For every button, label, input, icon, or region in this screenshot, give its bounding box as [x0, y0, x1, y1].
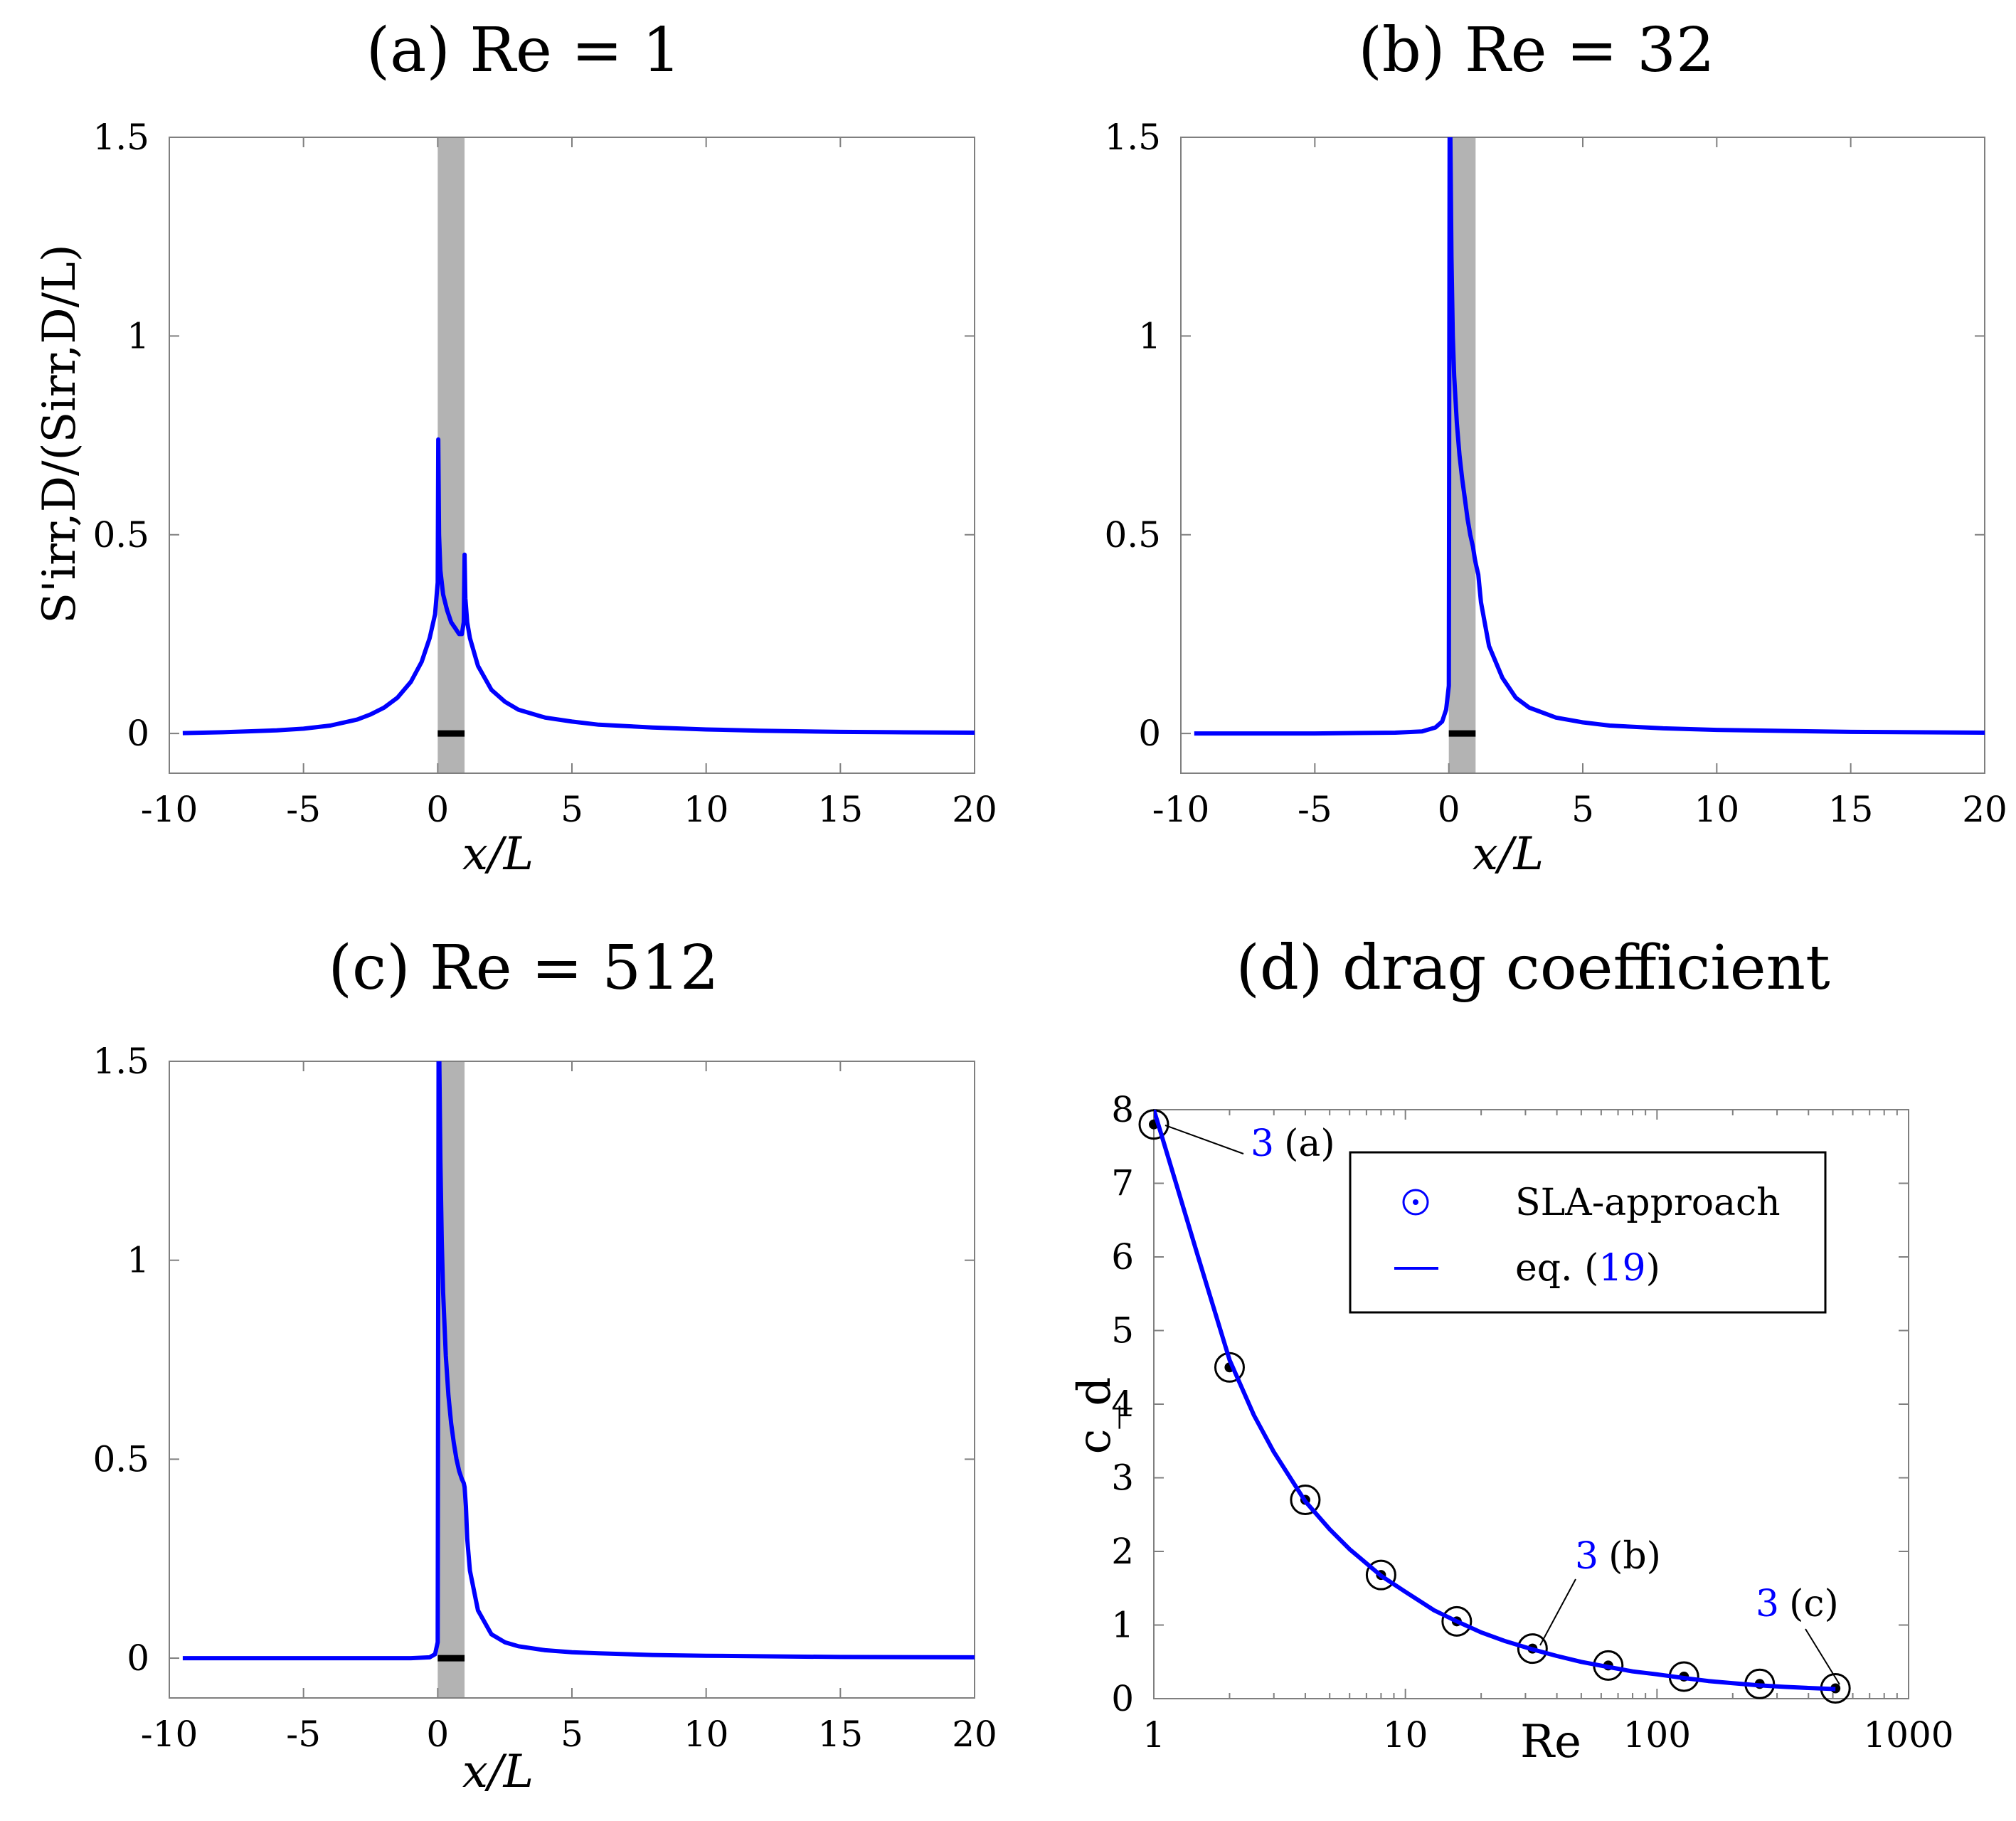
- panel-a-xtick-label-0: -10: [141, 789, 198, 830]
- annotation-c: 3 (c): [1756, 1583, 1840, 1685]
- legend-label-eq-suffix: ): [1646, 1247, 1660, 1290]
- panel-c-xtick-label-1: -5: [286, 1714, 321, 1755]
- annotation-c-ref: 3: [1756, 1583, 1779, 1625]
- panel-d-ytick-label-4: 4: [1111, 1384, 1134, 1425]
- annotation-b-text: 3 (b): [1575, 1535, 1661, 1578]
- panel-a-xtick-label-1: -5: [286, 789, 321, 830]
- panel-d-xtick-label-0: 1: [1142, 1714, 1165, 1756]
- annotation-b: 3 (b): [1539, 1535, 1661, 1646]
- annotation-a-ref: 3: [1251, 1122, 1274, 1165]
- legend-box: [1349, 1151, 1827, 1314]
- panel-a-xtick-label-3: 5: [561, 789, 583, 830]
- panel-c-ytick-label-2: 1: [127, 1240, 149, 1281]
- panel-b-ytick-label-1: 0.5: [1104, 514, 1161, 556]
- annotation-b-leader: [1539, 1578, 1576, 1646]
- panel-a-xtick-label-4: 10: [684, 789, 729, 830]
- annotation-a: 3 (a): [1164, 1122, 1335, 1165]
- panel-a-plot: -10 -5 0 5 10 15 20 0 0.5 1 1.5: [92, 117, 997, 830]
- panel-d-ytick-label-1: 1: [1111, 1605, 1134, 1646]
- panel-b-series-line-0: [1194, 137, 1985, 736]
- panel-c-plot: -10 -5 0 5 10 15 20 0 0.5 1 1.5: [92, 1041, 997, 1755]
- legend-label-eq: eq. (19): [1515, 1247, 1660, 1290]
- panel-b: (b) Re = 32 -10 -5 0 5 10 15 20 0 0.5 1 1.5 x/L: [1104, 15, 2007, 881]
- annotation-a-leader: [1164, 1125, 1244, 1154]
- panel-d-ytick-label-2: 2: [1111, 1531, 1134, 1572]
- panel-c-xtick-label-4: 10: [684, 1714, 729, 1755]
- panel-b-xtick-label-4: 10: [1694, 789, 1740, 830]
- legend-label-sla: SLA-approach: [1515, 1182, 1781, 1224]
- panel-b-xtick-label-6: 20: [1962, 789, 2007, 830]
- panel-d-ytick-label-8: 8: [1111, 1089, 1134, 1130]
- annotation-a-text: 3 (a): [1251, 1122, 1335, 1165]
- panel-c-title: (c) Re = 512: [328, 933, 718, 1004]
- panel-d-marker-ring-4: [1441, 1605, 1473, 1637]
- panel-d-ytick-label-5: 5: [1111, 1310, 1134, 1352]
- annotation-b-ref: 3: [1575, 1535, 1598, 1578]
- panel-a-ytick-label-0: 0: [127, 713, 149, 754]
- annotation-c-leader: [1805, 1628, 1840, 1685]
- panel-d-ytick-label-0: 0: [1111, 1678, 1134, 1719]
- panel-c-xtick-label-6: 20: [952, 1714, 997, 1755]
- panel-b-xtick-label-2: 0: [1438, 789, 1460, 830]
- panel-d-marker-ring-2: [1290, 1485, 1321, 1516]
- legend-marker-dot: [1413, 1199, 1418, 1205]
- panel-d-marker-ring-5: [1517, 1633, 1548, 1665]
- panel-a-title: (a) Re = 1: [366, 15, 681, 86]
- annotation-a-label: (a): [1284, 1122, 1335, 1165]
- legend: SLA-approach eq. (19): [1349, 1151, 1827, 1314]
- panel-c-xtick-label-3: 5: [561, 1714, 583, 1755]
- panel-b-xtick-label-3: 5: [1571, 789, 1594, 830]
- panel-b-xtick-label-0: -10: [1152, 789, 1210, 830]
- panel-b-ytick-label-2: 1: [1138, 315, 1161, 356]
- panel-d-series-line-1: [1154, 1110, 1836, 1692]
- annotation-c-label: (c): [1789, 1583, 1839, 1625]
- panel-a-ylabel: S'irr,D/(Sirr,D/L): [33, 244, 86, 623]
- panel-a-xtick-label-5: 15: [818, 789, 864, 830]
- panel-d: (d) drag coefficient 1 10 100 1000012345678…: [1068, 933, 1954, 1768]
- panel-a-ytick-label-2: 1: [127, 315, 149, 356]
- panel-d-ytick-label-3: 3: [1111, 1458, 1134, 1499]
- panel-a-ytick-label-3: 1.5: [92, 117, 149, 158]
- panel-d-xlabel: Re: [1520, 1716, 1581, 1768]
- panel-b-xtick-label-5: 15: [1828, 789, 1874, 830]
- panel-b-ytick-label-3: 1.5: [1104, 117, 1161, 158]
- legend-marker-circle: [1402, 1189, 1429, 1216]
- panel-a: (a) Re = 1 -10 -5 0 5 10 15 20 0 0.5 1 1.5 x/L S'i…: [33, 15, 997, 881]
- panel-c: (c) Re = 512 -10 -5 0 5 10 15 20 0 0.5 1 1.5 x/L: [92, 933, 997, 1798]
- panel-d-ytick-label-7: 7: [1111, 1163, 1134, 1204]
- panel-a-xtick-label-6: 20: [952, 789, 997, 830]
- panel-a-shaded-region: [437, 137, 465, 773]
- panel-d-ylabel: c_d: [1068, 1377, 1121, 1455]
- annotation-c-text: 3 (c): [1756, 1583, 1839, 1625]
- panel-a-xlabel: x/L: [462, 828, 534, 881]
- panel-b-title: (b) Re = 32: [1358, 15, 1714, 86]
- panel-d-marker-ring-3: [1365, 1559, 1396, 1591]
- panel-c-ytick-label-1: 0.5: [92, 1438, 149, 1480]
- panel-a-series-line-0: [182, 437, 975, 736]
- panel-c-ytick-label-3: 1.5: [92, 1041, 149, 1082]
- panel-b-xlabel: x/L: [1473, 828, 1544, 881]
- panel-b-plot: -10 -5 0 5 10 15 20 0 0.5 1 1.5: [1104, 117, 2007, 830]
- annotation-b-label: (b): [1608, 1535, 1661, 1578]
- panel-a-xtick-label-2: 0: [426, 789, 449, 830]
- panel-d-xtick-label-3: 1000: [1863, 1714, 1953, 1756]
- panel-a-ytick-label-1: 0.5: [92, 514, 149, 556]
- panel-d-title: (d) drag coefficient: [1236, 933, 1830, 1004]
- legend-label-eq-ref: 19: [1598, 1247, 1645, 1290]
- panel-b-ytick-label-0: 0: [1138, 713, 1161, 754]
- panel-d-xtick-label-1: 10: [1383, 1714, 1428, 1756]
- panel-c-xtick-label-5: 15: [818, 1714, 864, 1755]
- legend-label-eq-prefix: eq. (: [1515, 1247, 1598, 1290]
- panel-c-ytick-label-0: 0: [127, 1637, 149, 1679]
- panel-c-xtick-label-0: -10: [141, 1714, 198, 1755]
- panel-b-xtick-label-1: -5: [1298, 789, 1332, 830]
- panel-c-xtick-label-2: 0: [426, 1714, 449, 1755]
- panel-c-xlabel: x/L: [462, 1746, 534, 1798]
- panel-c-series-line-0: [182, 1061, 975, 1661]
- panel-d-xtick-label-2: 100: [1623, 1714, 1691, 1756]
- panel-d-ytick-label-6: 6: [1111, 1236, 1134, 1278]
